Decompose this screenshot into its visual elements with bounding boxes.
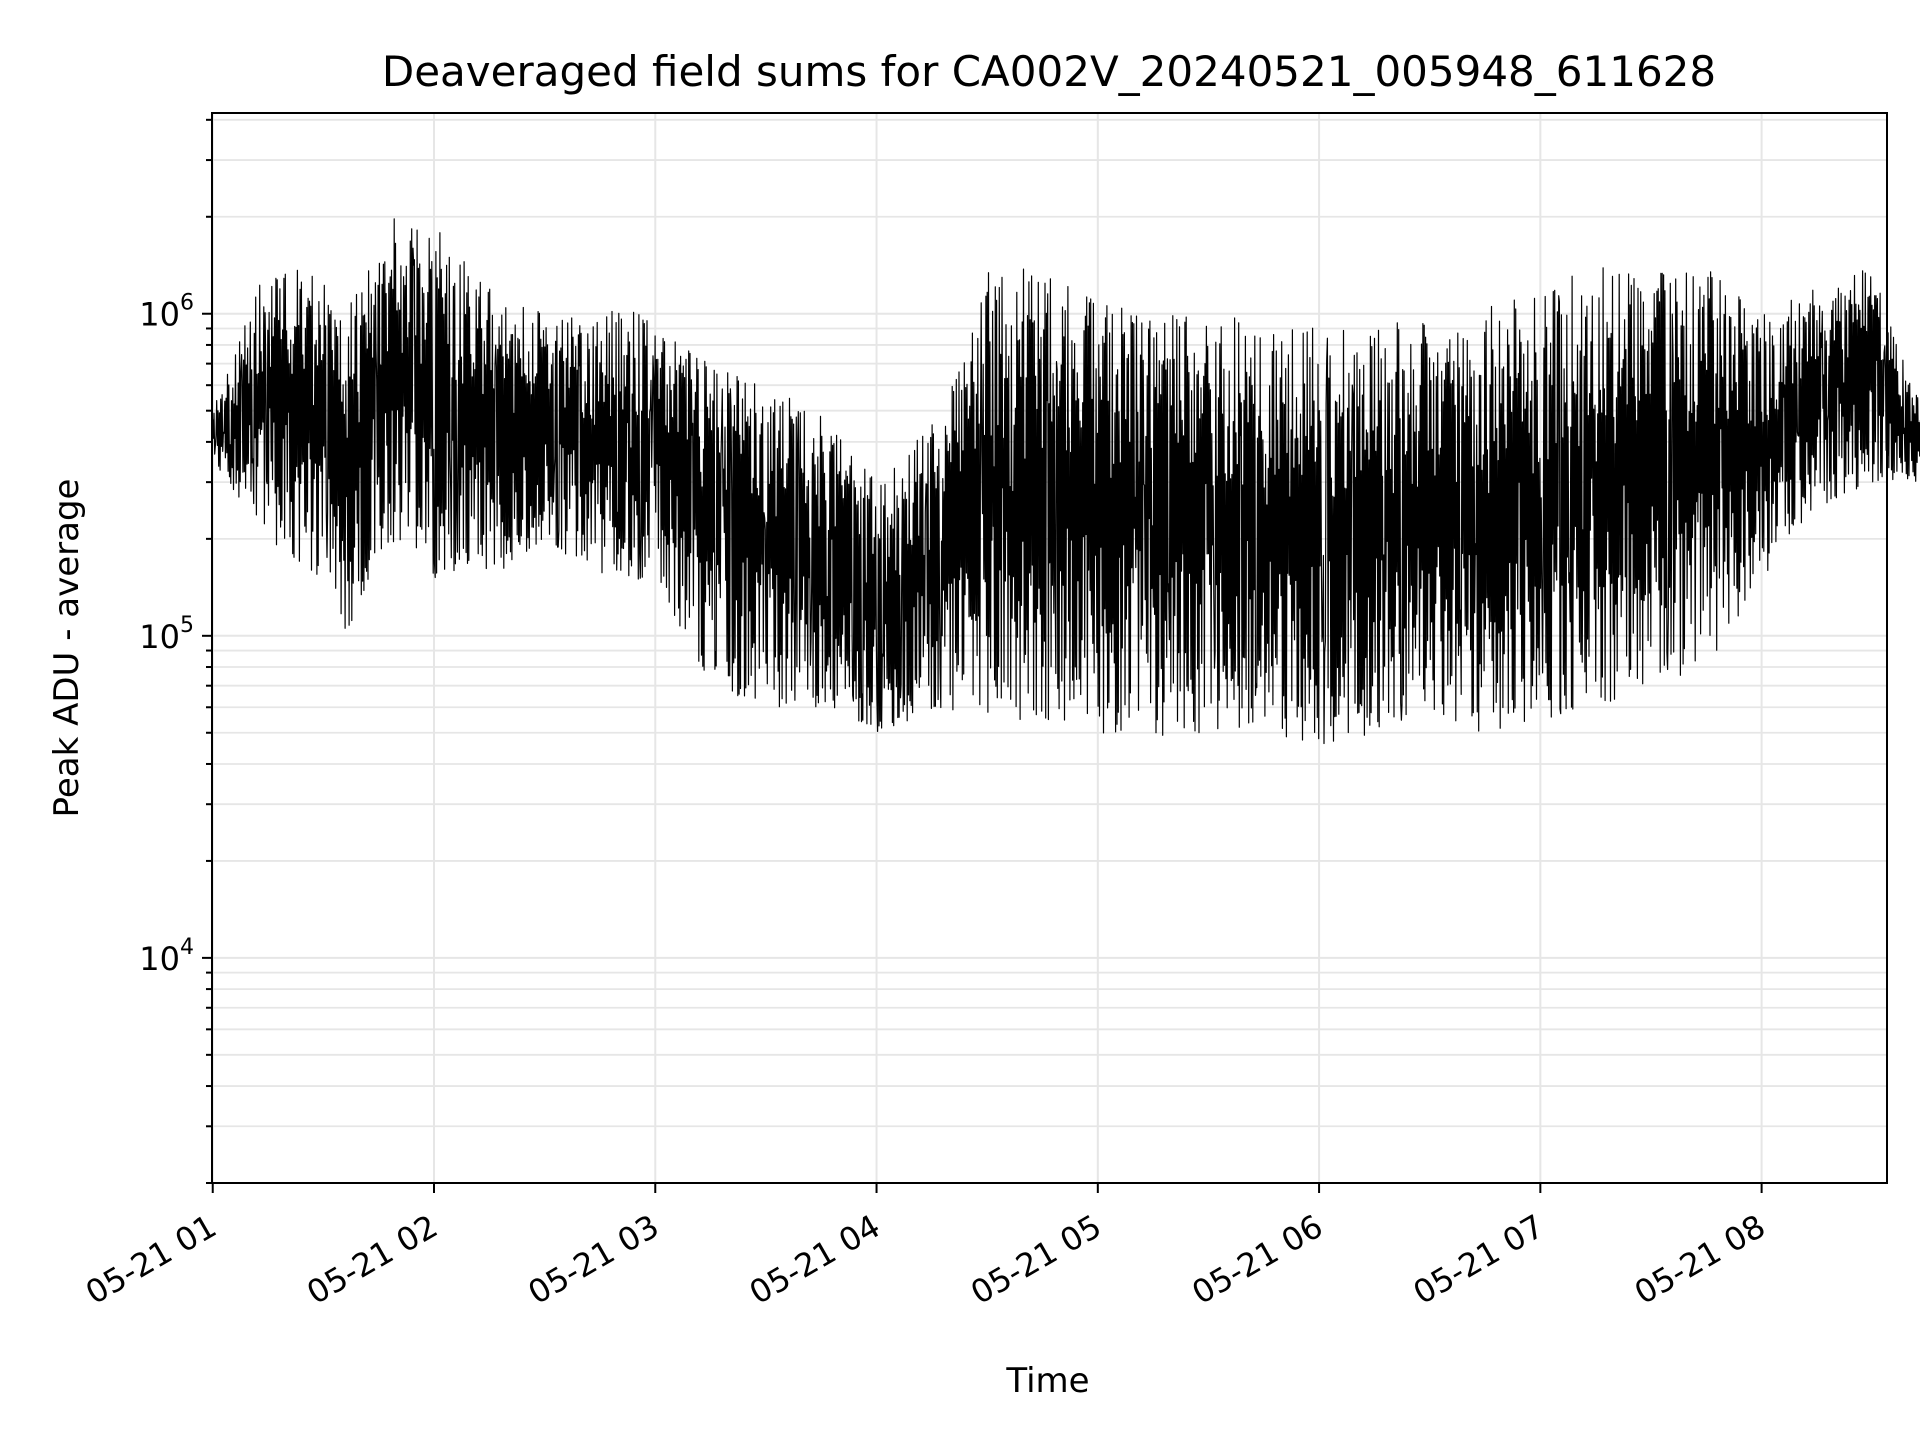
x-tick-label: 05-21 06: [1185, 1207, 1329, 1312]
x-tick-label: 05-21 08: [1628, 1207, 1772, 1312]
plot-frame: [211, 112, 1888, 1184]
y-axis-label: Peak ADU - average: [47, 479, 87, 818]
x-tick-label: 05-21 02: [300, 1207, 444, 1312]
x-tick-label: 05-21 07: [1407, 1207, 1551, 1312]
y-tick-label: 104: [139, 935, 194, 978]
y-axis: 104 105 106: [139, 118, 212, 1184]
x-tick-label: 05-21 04: [743, 1207, 887, 1312]
x-tick-label: 05-21 03: [522, 1207, 666, 1312]
series-line: [212, 218, 1920, 745]
x-tick-label: 05-21 05: [964, 1207, 1108, 1312]
x-axis: 05-21 01 05-21 02 05-21 03 05-21 04 05-21 05…: [79, 1183, 1772, 1312]
grid-layer: [211, 113, 1887, 1184]
y-tick-label: 105: [139, 613, 194, 656]
y-tick-label: 106: [139, 291, 194, 334]
chart-title: Deaveraged field sums for CA002V_2024052…: [382, 47, 1716, 96]
x-tick-label: 05-21 01: [79, 1207, 223, 1312]
x-axis-label: Time: [1005, 1361, 1089, 1401]
